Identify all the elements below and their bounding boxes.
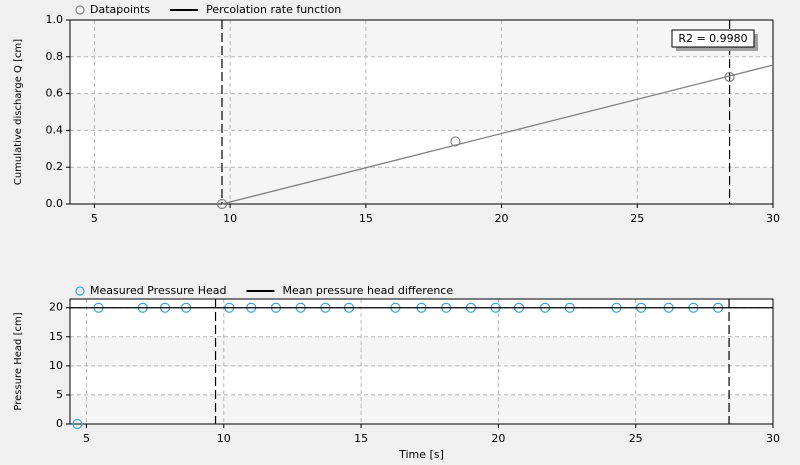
y-tick-label: 15 — [49, 330, 63, 343]
plot-band — [70, 20, 773, 57]
y-tick-label: 10 — [49, 359, 63, 372]
y-tick-label: 0.6 — [46, 87, 64, 100]
plot-band — [70, 336, 773, 366]
x-tick-label: 10 — [223, 212, 237, 225]
x-axis-title: Time [s] — [398, 448, 444, 461]
y-tick-label: 0.2 — [46, 160, 64, 173]
x-tick-label: 30 — [766, 212, 780, 225]
y-tick-label: 1.0 — [46, 13, 64, 26]
x-tick-label: 25 — [630, 212, 644, 225]
series-line — [221, 64, 774, 205]
annotation-box — [671, 29, 755, 48]
plot-band — [70, 93, 773, 131]
y-axis-title: Cumulative discharge Q [cm] — [13, 39, 24, 185]
data-point — [216, 198, 228, 210]
x-tick-label: 15 — [354, 432, 368, 445]
plot-frame — [69, 298, 774, 425]
x-tick-label: 5 — [91, 212, 98, 225]
data-point — [72, 418, 83, 430]
plot-band — [70, 394, 773, 424]
legend-marker — [75, 5, 85, 15]
x-tick-label: 25 — [629, 432, 643, 445]
legend-label: Percolation rate function — [206, 3, 341, 16]
x-tick-label: 30 — [766, 432, 780, 445]
x-tick-label: 20 — [495, 212, 509, 225]
legend-label: Mean pressure head difference — [282, 284, 453, 297]
x-tick-label: 10 — [217, 432, 231, 445]
x-tick-label: 20 — [491, 432, 505, 445]
plot-frame — [69, 19, 774, 205]
y-tick-label: 5 — [56, 388, 63, 401]
legend-marker — [75, 286, 85, 296]
legend-label: Measured Pressure Head — [90, 284, 226, 297]
annotation: R2 = 0.9980 — [678, 32, 747, 45]
plot-band — [70, 167, 773, 204]
y-axis-title: Pressure Head [cm] — [13, 312, 24, 410]
y-tick-label: 0.8 — [46, 50, 64, 63]
x-tick-label: 15 — [359, 212, 373, 225]
y-tick-label: 20 — [49, 301, 63, 314]
x-tick-label: 5 — [83, 432, 90, 445]
y-tick-label: 0.4 — [46, 123, 64, 136]
data-point — [450, 136, 461, 147]
legend-label: Datapoints — [90, 3, 150, 16]
y-tick-label: 0.0 — [46, 197, 64, 210]
y-tick-label: 0 — [56, 417, 63, 430]
